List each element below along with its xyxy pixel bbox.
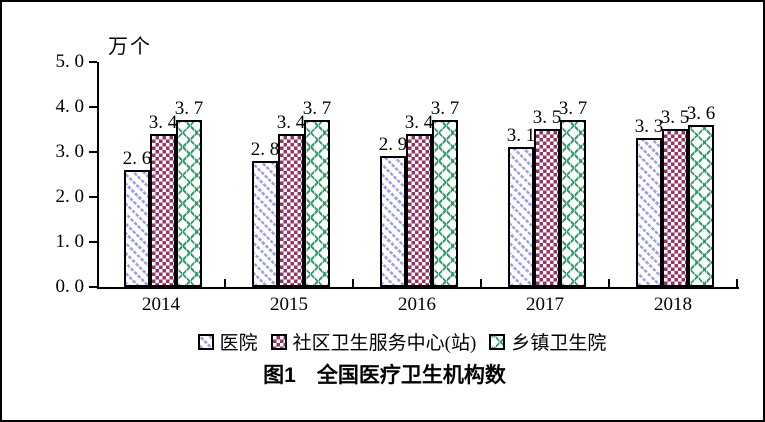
y-axis-tick-label: 1. 0 (55, 231, 85, 252)
y-axis-tick-label: 5. 0 (55, 51, 85, 72)
bar-value-label: 3. 6 (686, 103, 716, 124)
bar-乡镇卫生院-2015 (304, 120, 330, 287)
y-axis-tick (89, 151, 97, 153)
bar-value-label: 2. 6 (122, 148, 152, 169)
bar-value-label: 3. 4 (404, 112, 434, 133)
legend-swatch-icon (197, 333, 214, 350)
legend-swatch-icon (489, 333, 506, 350)
bar-value-label: 3. 5 (532, 107, 562, 128)
legend-label: 乡镇卫生院 (511, 333, 607, 354)
y-axis-tick (89, 286, 97, 288)
bar-乡镇卫生院-2017 (560, 120, 586, 287)
y-axis-tick-label: 0. 0 (55, 276, 85, 297)
x-axis-category-label: 2017 (526, 294, 564, 315)
legend: 医院 社区卫生服务中心(站) 乡镇卫生院 (82, 328, 722, 355)
bar-value-label: 3. 4 (148, 112, 178, 133)
x-axis-category-label: 2015 (270, 294, 308, 315)
y-axis-tick-label: 2. 0 (55, 186, 85, 207)
bar-value-label: 3. 1 (506, 125, 536, 146)
legend-item-医院: 医院 (197, 328, 258, 355)
legend-item-社区卫生服务中心(站): 社区卫生服务中心(站) (270, 328, 477, 355)
bar-value-label: 3. 7 (558, 98, 588, 119)
bar-社区卫生服务中心(站)-2018 (662, 129, 688, 287)
x-axis-tick (480, 279, 482, 287)
bar-社区卫生服务中心(站)-2017 (534, 129, 560, 287)
bar-group-2018: 3. 3 3. 5 3. 6 (611, 62, 739, 287)
bar-value-label: 3. 7 (430, 98, 460, 119)
y-axis-unit-label: 万个 (108, 36, 152, 58)
bar-value-label: 3. 3 (634, 116, 664, 137)
bar-社区卫生服务中心(站)-2015 (278, 134, 304, 287)
bar-value-label: 2. 9 (378, 134, 408, 155)
bar-group-2015: 2. 8 3. 4 3. 7 (227, 62, 355, 287)
bar-value-label: 2. 8 (250, 139, 280, 160)
x-axis-tick (608, 279, 610, 287)
bar-乡镇卫生院-2018 (688, 125, 714, 287)
y-axis-tick-label: 4. 0 (55, 96, 85, 117)
bar-value-label: 3. 5 (660, 107, 690, 128)
x-axis-tick (352, 279, 354, 287)
bar-value-label: 3. 7 (174, 98, 204, 119)
bar-乡镇卫生院-2016 (432, 120, 458, 287)
x-axis-tick (736, 279, 738, 287)
bar-社区卫生服务中心(站)-2014 (150, 134, 176, 287)
bar-group-2014: 2. 6 3. 4 3. 7 (99, 62, 227, 287)
bar-医院-2018 (636, 138, 662, 287)
legend-item-乡镇卫生院: 乡镇卫生院 (489, 328, 606, 355)
y-axis-tick (89, 241, 97, 243)
bar-社区卫生服务中心(站)-2016 (406, 134, 432, 287)
bar-乡镇卫生院-2014 (176, 120, 202, 287)
x-axis-category-label: 2014 (142, 294, 180, 315)
bar-value-label: 3. 7 (302, 98, 332, 119)
legend-label: 社区卫生服务中心(站) (292, 333, 477, 354)
bar-group-2016: 2. 9 3. 4 3. 7 (355, 62, 483, 287)
x-axis-category-label: 2018 (654, 294, 692, 315)
y-axis-tick (89, 61, 97, 63)
legend-swatch-icon (270, 333, 287, 350)
chart-title: 图1 全国医疗卫生机构数 (263, 364, 506, 387)
y-axis-tick (89, 106, 97, 108)
bar-group-2017: 3. 1 3. 5 3. 7 (483, 62, 611, 287)
bar-医院-2016 (380, 156, 406, 287)
plot-area: 2. 6 3. 4 3. 7 2. 8 3. 4 3. 7 2. 9 3. 4 3. 7 3. 1… (97, 62, 739, 289)
bar-value-label: 3. 4 (276, 112, 306, 133)
bar-医院-2017 (508, 147, 534, 287)
bar-医院-2015 (252, 161, 278, 287)
bar-医院-2014 (124, 170, 150, 287)
legend-label: 医院 (219, 333, 258, 354)
y-axis-tick (89, 196, 97, 198)
x-axis-category-label: 2016 (398, 294, 436, 315)
x-axis-tick (224, 279, 226, 287)
y-axis-tick-label: 3. 0 (55, 141, 85, 162)
